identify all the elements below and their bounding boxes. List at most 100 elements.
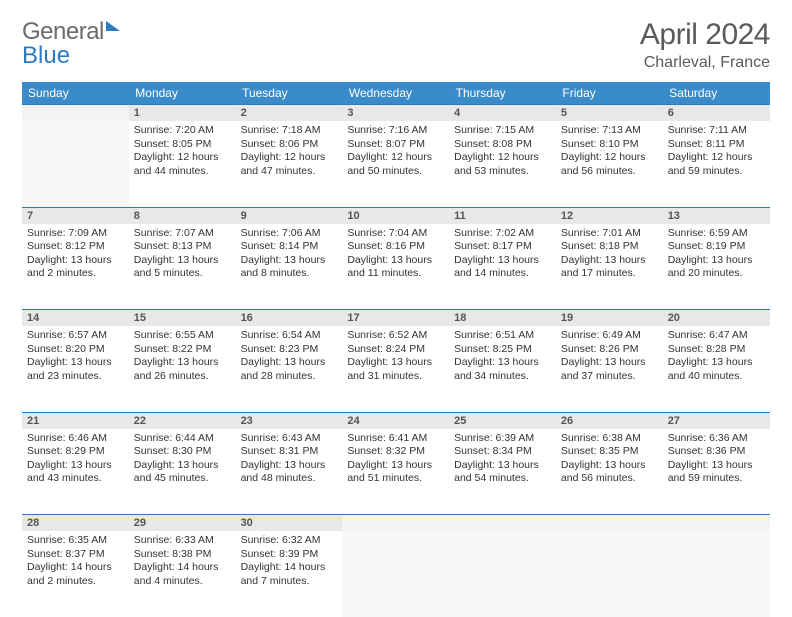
sunrise-line: Sunrise: 6:52 AM bbox=[347, 329, 444, 343]
day-number-cell: 19 bbox=[556, 310, 663, 327]
day-content-cell: Sunrise: 6:55 AMSunset: 8:22 PMDaylight:… bbox=[129, 326, 236, 412]
day-number-cell: 10 bbox=[342, 207, 449, 224]
sunrise-line: Sunrise: 7:16 AM bbox=[347, 124, 444, 138]
sunset-line: Sunset: 8:25 PM bbox=[454, 343, 551, 357]
sunset-line: Sunset: 8:35 PM bbox=[561, 445, 658, 459]
daylight-line: Daylight: 13 hours and 2 minutes. bbox=[27, 254, 124, 281]
day-content-cell: Sunrise: 6:51 AMSunset: 8:25 PMDaylight:… bbox=[449, 326, 556, 412]
sunset-line: Sunset: 8:16 PM bbox=[347, 240, 444, 254]
day-number-cell: 11 bbox=[449, 207, 556, 224]
day-content-cell: Sunrise: 6:32 AMSunset: 8:39 PMDaylight:… bbox=[236, 531, 343, 617]
weekday-header: Sunday bbox=[22, 82, 129, 105]
daylight-line: Daylight: 12 hours and 44 minutes. bbox=[134, 151, 231, 178]
sunset-line: Sunset: 8:05 PM bbox=[134, 138, 231, 152]
sunset-line: Sunset: 8:30 PM bbox=[134, 445, 231, 459]
day-number-cell: 17 bbox=[342, 310, 449, 327]
day-content-cell: Sunrise: 7:20 AMSunset: 8:05 PMDaylight:… bbox=[129, 121, 236, 207]
sunset-line: Sunset: 8:20 PM bbox=[27, 343, 124, 357]
sunrise-line: Sunrise: 6:47 AM bbox=[668, 329, 765, 343]
day-number-cell bbox=[663, 515, 770, 532]
day-number-cell: 14 bbox=[22, 310, 129, 327]
sunset-line: Sunset: 8:38 PM bbox=[134, 548, 231, 562]
daylight-line: Daylight: 13 hours and 45 minutes. bbox=[134, 459, 231, 486]
sunrise-line: Sunrise: 6:57 AM bbox=[27, 329, 124, 343]
day-content-cell: Sunrise: 7:11 AMSunset: 8:11 PMDaylight:… bbox=[663, 121, 770, 207]
day-content-cell: Sunrise: 7:04 AMSunset: 8:16 PMDaylight:… bbox=[342, 224, 449, 310]
daylight-line: Daylight: 12 hours and 53 minutes. bbox=[454, 151, 551, 178]
triangle-icon bbox=[106, 21, 120, 31]
sunrise-line: Sunrise: 6:59 AM bbox=[668, 227, 765, 241]
day-number-cell: 2 bbox=[236, 105, 343, 122]
sunset-line: Sunset: 8:31 PM bbox=[241, 445, 338, 459]
daylight-line: Daylight: 14 hours and 2 minutes. bbox=[27, 561, 124, 588]
day-number-cell: 28 bbox=[22, 515, 129, 532]
daylight-line: Daylight: 13 hours and 43 minutes. bbox=[27, 459, 124, 486]
sunset-line: Sunset: 8:34 PM bbox=[454, 445, 551, 459]
sunset-line: Sunset: 8:07 PM bbox=[347, 138, 444, 152]
calendar-body: 123456Sunrise: 7:20 AMSunset: 8:05 PMDay… bbox=[22, 105, 770, 617]
weekday-header: Wednesday bbox=[342, 82, 449, 105]
sunrise-line: Sunrise: 7:11 AM bbox=[668, 124, 765, 138]
day-content-cell: Sunrise: 6:44 AMSunset: 8:30 PMDaylight:… bbox=[129, 429, 236, 515]
day-content-cell: Sunrise: 6:39 AMSunset: 8:34 PMDaylight:… bbox=[449, 429, 556, 515]
daylight-line: Daylight: 13 hours and 56 minutes. bbox=[561, 459, 658, 486]
day-content-cell: Sunrise: 7:02 AMSunset: 8:17 PMDaylight:… bbox=[449, 224, 556, 310]
sunset-line: Sunset: 8:08 PM bbox=[454, 138, 551, 152]
day-content-row: Sunrise: 6:46 AMSunset: 8:29 PMDaylight:… bbox=[22, 429, 770, 515]
daylight-line: Daylight: 13 hours and 5 minutes. bbox=[134, 254, 231, 281]
sunrise-line: Sunrise: 6:46 AM bbox=[27, 432, 124, 446]
sunrise-line: Sunrise: 6:41 AM bbox=[347, 432, 444, 446]
day-number-cell: 12 bbox=[556, 207, 663, 224]
day-number-cell: 3 bbox=[342, 105, 449, 122]
sunrise-line: Sunrise: 7:15 AM bbox=[454, 124, 551, 138]
title-block: April 2024 Charleval, France bbox=[640, 18, 770, 72]
sunset-line: Sunset: 8:28 PM bbox=[668, 343, 765, 357]
day-number-row: 14151617181920 bbox=[22, 310, 770, 327]
sunrise-line: Sunrise: 7:04 AM bbox=[347, 227, 444, 241]
sunrise-line: Sunrise: 6:32 AM bbox=[241, 534, 338, 548]
daylight-line: Daylight: 12 hours and 47 minutes. bbox=[241, 151, 338, 178]
daylight-line: Daylight: 13 hours and 31 minutes. bbox=[347, 356, 444, 383]
day-number-cell: 27 bbox=[663, 412, 770, 429]
day-number-cell: 25 bbox=[449, 412, 556, 429]
day-content-row: Sunrise: 6:57 AMSunset: 8:20 PMDaylight:… bbox=[22, 326, 770, 412]
sunset-line: Sunset: 8:12 PM bbox=[27, 240, 124, 254]
day-content-cell: Sunrise: 7:18 AMSunset: 8:06 PMDaylight:… bbox=[236, 121, 343, 207]
day-content-cell: Sunrise: 6:35 AMSunset: 8:37 PMDaylight:… bbox=[22, 531, 129, 617]
sunset-line: Sunset: 8:11 PM bbox=[668, 138, 765, 152]
day-number-cell: 9 bbox=[236, 207, 343, 224]
day-content-cell: Sunrise: 7:09 AMSunset: 8:12 PMDaylight:… bbox=[22, 224, 129, 310]
daylight-line: Daylight: 13 hours and 23 minutes. bbox=[27, 356, 124, 383]
sunset-line: Sunset: 8:10 PM bbox=[561, 138, 658, 152]
day-number-cell: 15 bbox=[129, 310, 236, 327]
day-content-cell bbox=[449, 531, 556, 617]
day-number-cell: 26 bbox=[556, 412, 663, 429]
sunrise-line: Sunrise: 6:51 AM bbox=[454, 329, 551, 343]
day-number-cell: 23 bbox=[236, 412, 343, 429]
day-number-cell bbox=[556, 515, 663, 532]
day-number-cell: 18 bbox=[449, 310, 556, 327]
day-content-cell: Sunrise: 7:06 AMSunset: 8:14 PMDaylight:… bbox=[236, 224, 343, 310]
day-number-cell bbox=[449, 515, 556, 532]
day-number-cell: 8 bbox=[129, 207, 236, 224]
day-number-cell: 7 bbox=[22, 207, 129, 224]
sunset-line: Sunset: 8:13 PM bbox=[134, 240, 231, 254]
day-content-cell bbox=[663, 531, 770, 617]
day-number-cell: 22 bbox=[129, 412, 236, 429]
sunrise-line: Sunrise: 7:06 AM bbox=[241, 227, 338, 241]
sunrise-line: Sunrise: 6:49 AM bbox=[561, 329, 658, 343]
day-content-cell: Sunrise: 6:52 AMSunset: 8:24 PMDaylight:… bbox=[342, 326, 449, 412]
month-title: April 2024 bbox=[640, 18, 770, 52]
daylight-line: Daylight: 13 hours and 14 minutes. bbox=[454, 254, 551, 281]
brand-part2: Blue bbox=[22, 42, 70, 70]
daylight-line: Daylight: 12 hours and 59 minutes. bbox=[668, 151, 765, 178]
day-content-cell: Sunrise: 6:46 AMSunset: 8:29 PMDaylight:… bbox=[22, 429, 129, 515]
sunrise-line: Sunrise: 6:54 AM bbox=[241, 329, 338, 343]
sunrise-line: Sunrise: 6:38 AM bbox=[561, 432, 658, 446]
daylight-line: Daylight: 13 hours and 51 minutes. bbox=[347, 459, 444, 486]
calendar-table: Sunday Monday Tuesday Wednesday Thursday… bbox=[22, 82, 770, 617]
day-content-cell: Sunrise: 6:47 AMSunset: 8:28 PMDaylight:… bbox=[663, 326, 770, 412]
day-number-cell: 21 bbox=[22, 412, 129, 429]
daylight-line: Daylight: 13 hours and 17 minutes. bbox=[561, 254, 658, 281]
day-content-cell bbox=[342, 531, 449, 617]
